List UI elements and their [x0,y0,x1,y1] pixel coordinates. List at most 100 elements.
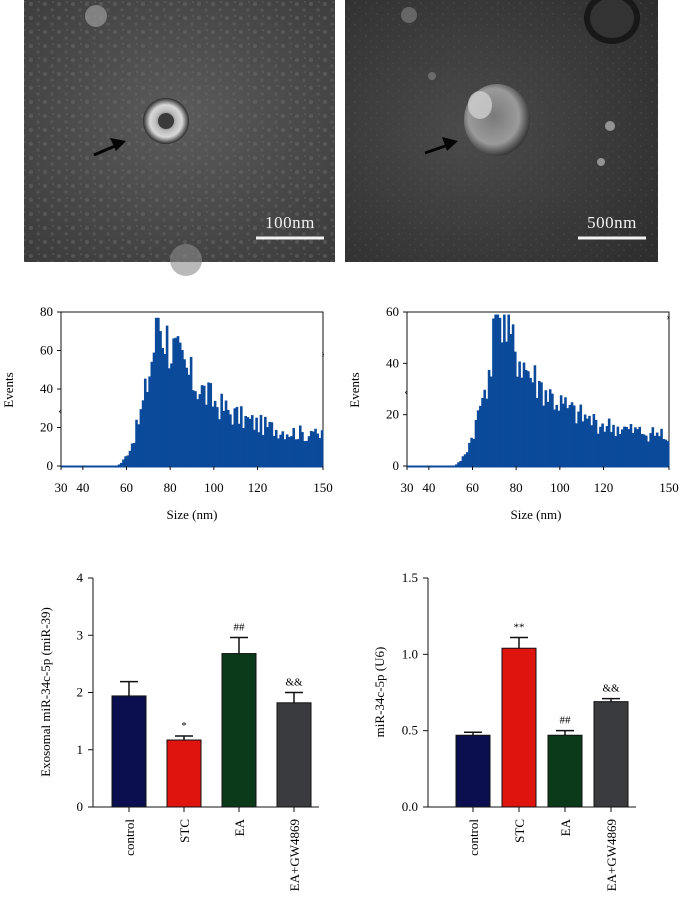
histogram-bar [570,402,574,466]
category-label: control [122,819,137,856]
y-tick-label: 0.5 [402,723,418,738]
x-axis-label: Size (nm) [511,507,562,522]
x-tick-label: 60 [120,480,133,495]
histogram-bar [666,441,670,466]
histogram-bar [664,439,668,466]
histogram-bar [653,435,657,466]
histogram-bar [174,337,178,466]
right-edge-marker: › [666,312,669,323]
histogram-bar [529,377,532,466]
histogram-bar [200,385,204,466]
histogram-bar [557,410,561,466]
histogram-bar [531,382,535,466]
x-tick-label: 120 [594,480,614,495]
histogram-bar [581,421,585,466]
bar [593,701,629,808]
histogram-bar [642,434,646,466]
histogram-bar [224,400,228,466]
histogram-bar [607,418,611,466]
y-tick-label: 0.0 [402,799,418,814]
histogram-bar [625,427,628,466]
y-tick-label: 40 [386,355,399,370]
y-tick-label: 60 [40,343,53,358]
histogram-bar [579,404,583,466]
histogram-bar [601,423,604,466]
histogram-bar [124,456,127,466]
histogram-bar [130,443,134,466]
histogram-bar [246,417,250,466]
histogram-bar [465,452,469,466]
y-axis-label: Exosomal miR-34c-5p (miR-39) [38,607,53,777]
significance-label: && [602,683,620,695]
histogram-bar [644,435,648,466]
histogram-bar [277,438,280,466]
histogram-bar [583,414,587,466]
histogram-bar [496,314,500,466]
histogram-chart-1: 0 20 40 60 80 30 40 60 80 100 120 150 Size (nm) Ev… [1,304,333,522]
histogram-bar [544,390,548,466]
histogram-bar [126,455,130,466]
histogram-bar [551,393,554,466]
histogram-bar [255,417,258,466]
histogram-bar [222,410,226,466]
histogram-bar [133,442,136,466]
histogram-bar [233,408,237,466]
histogram-bar [492,318,495,466]
significance-label: ## [560,715,572,727]
histogram-bar [572,405,576,466]
right-edge-marker: › [321,349,324,360]
y-tick-label: 60 [386,304,399,319]
histogram-bar [253,429,256,466]
arrow-icon [424,137,458,155]
histogram-bar [623,426,626,466]
histogram-bar [616,426,620,466]
bar [501,647,537,808]
histogram-bar [178,342,182,466]
histogram-bar [320,430,324,466]
histogram-bar [655,432,659,466]
histogram-bar [187,374,191,466]
histogram-bar [588,415,591,466]
x-tick-label: 150 [659,480,679,495]
histogram-bar [298,425,302,466]
histogram-bar [290,436,293,466]
histogram-bar [301,432,304,466]
histogram-bar [631,432,635,466]
histogram-bar [505,341,508,466]
histogram-bar [274,429,278,466]
bar [547,734,583,808]
histogram-bar [540,382,543,466]
histogram-bar [636,429,639,466]
histogram-bar [559,395,563,466]
histogram-chart-2: 0 20 40 60 30 40 60 80 100 120 150 Size (nm) Even… [347,304,679,522]
histogram-bar [566,408,569,466]
histogram-bar [141,400,145,466]
histogram-bar [605,426,609,466]
histogram-bar [468,442,471,466]
histogram-bar [638,426,642,466]
histogram-bar [594,419,598,466]
histogram-bar [172,338,175,466]
histogram-bar [139,409,143,466]
histogram-bar [618,433,622,466]
y-axis-label: miR-34c-5p (U6) [372,647,387,738]
error-bar [510,636,528,649]
histogram-bar [548,389,552,466]
x-tick-label: 100 [550,480,570,495]
histogram-bar [658,436,661,466]
histogram-bar [662,439,666,466]
histogram-bar [590,425,593,466]
histogram-bar [318,438,322,466]
histogram-bar [198,394,202,466]
histogram-bar [647,441,650,466]
bar [276,702,312,808]
histogram-bar [135,419,138,466]
histogram-bar [196,399,199,466]
histogram-bar [266,427,269,466]
bar [111,695,147,808]
histogram-bar [248,418,252,466]
histogram-bar [485,398,489,466]
histogram-bar [511,324,515,466]
tem-image-1: 100nm [24,0,335,276]
histogram-bar [312,431,315,466]
